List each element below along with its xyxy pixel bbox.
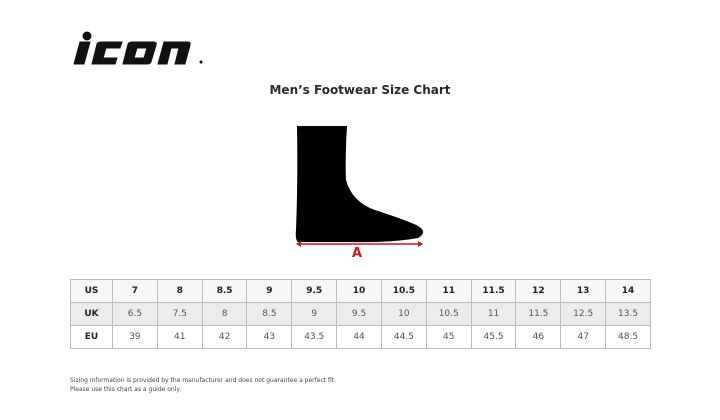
size-cell: 10 (336, 279, 382, 303)
size-cell: 9 (291, 302, 338, 326)
size-cell: 45.5 (470, 325, 517, 349)
size-cell: 44 (336, 325, 382, 349)
size-cell: 10 (380, 302, 427, 326)
size-cell: 7.5 (156, 302, 203, 326)
size-cell: 13.5 (605, 302, 651, 326)
table-row-uk: UK 6.5 7.5 8 8.5 9 9.5 10 10.5 11 11.5 12.5 13.5 (70, 302, 651, 326)
size-cell: 10.5 (425, 302, 472, 326)
size-cell: 41 (156, 325, 203, 349)
size-cell: 9 (246, 279, 293, 303)
size-cell: 10.5 (380, 279, 427, 303)
size-cell: 12.5 (560, 302, 607, 326)
disclaimer-line: Please use this chart as a guide only. (70, 385, 181, 393)
foot-silhouette (295, 126, 424, 243)
size-cell: 8.5 (246, 302, 293, 326)
icon-brand-logo (73, 31, 203, 65)
foot-measurement-diagram (295, 126, 424, 247)
size-cell: 8 (201, 302, 248, 326)
table-row-us: US 7 8 8.5 9 9.5 10 10.5 11 11.5 12 13 14 (70, 279, 651, 303)
size-cell: 11 (470, 302, 517, 326)
size-cell: 44.5 (380, 325, 427, 349)
row-label: EU (70, 325, 113, 349)
measure-label: A (352, 246, 363, 261)
size-cell: 6.5 (112, 302, 158, 326)
size-cell: 9.5 (291, 279, 338, 303)
size-chart-table: US 7 8 8.5 9 9.5 10 10.5 11 11.5 12 13 14 UK 6.5 7.5 8 8.… (70, 279, 651, 349)
table-row-eu: EU 39 41 42 43 43.5 44 44.5 45 45.5 46 47 48.5 (70, 325, 651, 349)
size-cell: 7 (112, 279, 158, 303)
size-cell: 11.5 (470, 279, 517, 303)
size-cell: 43 (246, 325, 293, 349)
size-cell: 46 (515, 325, 562, 349)
page-title: Men’s Footwear Size Chart (269, 83, 451, 97)
size-cell: 12 (515, 279, 562, 303)
size-cell: 48.5 (605, 325, 651, 349)
size-cell: 42 (201, 325, 248, 349)
size-cell: 8 (156, 279, 203, 303)
row-label: UK (70, 302, 113, 326)
size-cell: 47 (560, 325, 607, 349)
disclaimer-line: Sizing information is provided by the ma… (70, 377, 337, 384)
size-cell: 13 (560, 279, 607, 303)
size-cell: 9.5 (336, 302, 382, 326)
size-cell: 45 (425, 325, 472, 349)
row-label: US (70, 279, 113, 303)
size-cell: 11.5 (515, 302, 562, 326)
size-cell: 43.5 (291, 325, 338, 349)
disclaimer: Sizing information is provided by the ma… (70, 377, 336, 394)
size-cell: 8.5 (201, 279, 248, 303)
size-cell: 11 (425, 279, 472, 303)
size-cell: 14 (605, 279, 651, 303)
size-cell: 39 (112, 325, 158, 349)
